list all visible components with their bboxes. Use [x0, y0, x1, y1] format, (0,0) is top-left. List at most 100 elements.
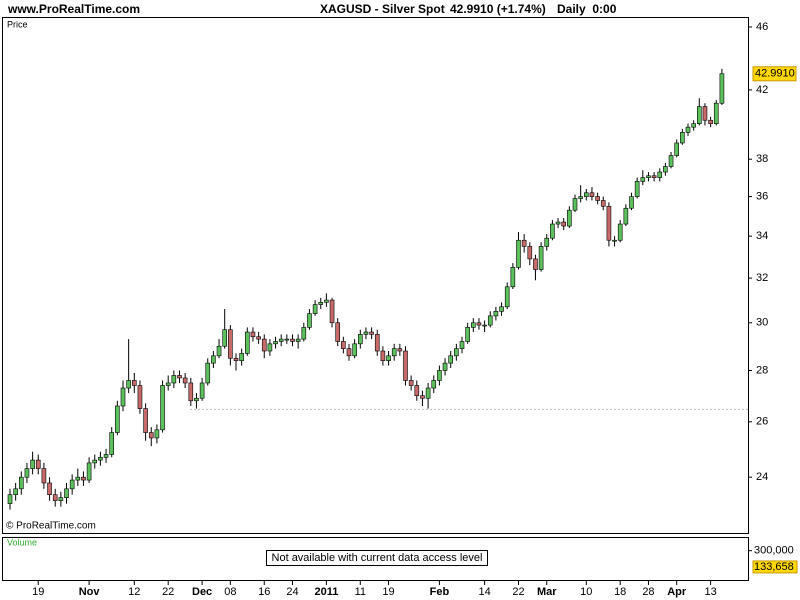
x-tick-label: 16 [258, 586, 270, 598]
candle-body [290, 338, 295, 342]
candle-body [75, 476, 81, 481]
candle-body [307, 313, 312, 328]
candle-body [374, 334, 380, 352]
candle-body [663, 166, 668, 173]
candle-body [35, 459, 41, 469]
candle-body [600, 200, 606, 207]
candle-body [533, 258, 538, 270]
candle-body [448, 355, 454, 364]
candle-body [352, 343, 357, 357]
candle-body [160, 385, 165, 431]
candle-body [64, 488, 69, 498]
candle-body [493, 311, 499, 317]
y-tick-label: 36 [756, 190, 768, 202]
message-box [266, 550, 488, 566]
candle-body [696, 106, 702, 124]
x-tick-label: 22 [512, 586, 524, 598]
candle-body [154, 429, 160, 439]
candle-body [329, 299, 335, 324]
candle-body [92, 459, 98, 464]
candle-body [583, 192, 589, 197]
candle-body [194, 397, 199, 402]
candle-body [617, 223, 623, 241]
x-tick-label: 22 [162, 586, 174, 598]
volume-label: Volume [7, 537, 37, 547]
candle-body [657, 171, 663, 178]
candle-body [465, 327, 470, 342]
candle-body [403, 350, 408, 381]
candle-body [13, 488, 18, 495]
candle-body [476, 322, 482, 326]
candle-body [713, 102, 719, 124]
candle-body [651, 175, 657, 178]
candle-body [357, 334, 363, 345]
volume-last-tag [752, 560, 798, 574]
candle-body [182, 377, 188, 384]
candle-body [454, 348, 459, 357]
candle-body [380, 350, 386, 361]
candle-body [233, 357, 239, 361]
candle-body [30, 459, 35, 469]
candle-body [199, 382, 205, 399]
volume-last-label: 133,658 [754, 561, 794, 573]
candle-body [499, 306, 504, 312]
y-tick-label: 28 [756, 364, 768, 376]
candle-body [459, 341, 465, 349]
candle-body [250, 331, 256, 338]
watermark: © ProRealTime.com [6, 521, 96, 532]
candle-body [211, 355, 216, 364]
x-tick-label: Mar [537, 586, 557, 598]
y-tick-label: 26 [756, 416, 768, 428]
x-tick-label: 28 [642, 586, 654, 598]
y-tick-label: 34 [756, 230, 768, 242]
candle-body [341, 341, 346, 349]
candle-body [318, 302, 324, 305]
x-tick-label: 24 [286, 586, 298, 598]
candle-body [437, 370, 442, 381]
candle-body [126, 380, 131, 389]
candle-body [109, 432, 114, 455]
candle-body [18, 476, 24, 490]
candle-body [510, 267, 516, 288]
candle-body [335, 322, 341, 342]
candle-body [273, 341, 278, 345]
instrument: XAGUSD - Silver Spot [320, 2, 445, 16]
candle-body [680, 132, 685, 144]
candle-body [278, 338, 284, 342]
candle-body [634, 181, 640, 197]
candle-body [148, 432, 154, 439]
y-tick-label: 32 [756, 272, 768, 284]
y-tick-label: 30 [756, 317, 768, 329]
candle-body [442, 362, 448, 371]
candle-body [420, 395, 425, 399]
candle-body [702, 106, 708, 121]
y-tick-label: 42 [756, 84, 768, 96]
candle-body [216, 345, 222, 357]
candle-body [301, 327, 307, 340]
x-tick-label: 10 [580, 586, 592, 598]
candle-body [132, 380, 137, 386]
candle-body [538, 246, 544, 270]
candle-body [668, 155, 674, 167]
candle-body [245, 331, 250, 354]
candle-body [640, 177, 646, 182]
candle-body [346, 348, 352, 357]
x-tick-label: Nov [79, 586, 101, 598]
candle-body [470, 322, 476, 328]
candle-body [691, 123, 696, 128]
candle-body [589, 192, 595, 197]
candle-body [595, 196, 600, 201]
candle-body [369, 331, 374, 335]
candle-body [115, 405, 120, 433]
candle-body [482, 324, 487, 327]
candle-body [487, 315, 493, 326]
price-panel [2, 17, 749, 534]
x-tick-label: 2011 [314, 586, 338, 598]
x-tick-label: 19 [32, 586, 44, 598]
candle-body [521, 239, 527, 247]
candle-body [567, 209, 572, 227]
candle-body [708, 119, 713, 124]
site: www.ProRealTime.com [7, 2, 140, 16]
x-tick-label: 19 [382, 586, 394, 598]
